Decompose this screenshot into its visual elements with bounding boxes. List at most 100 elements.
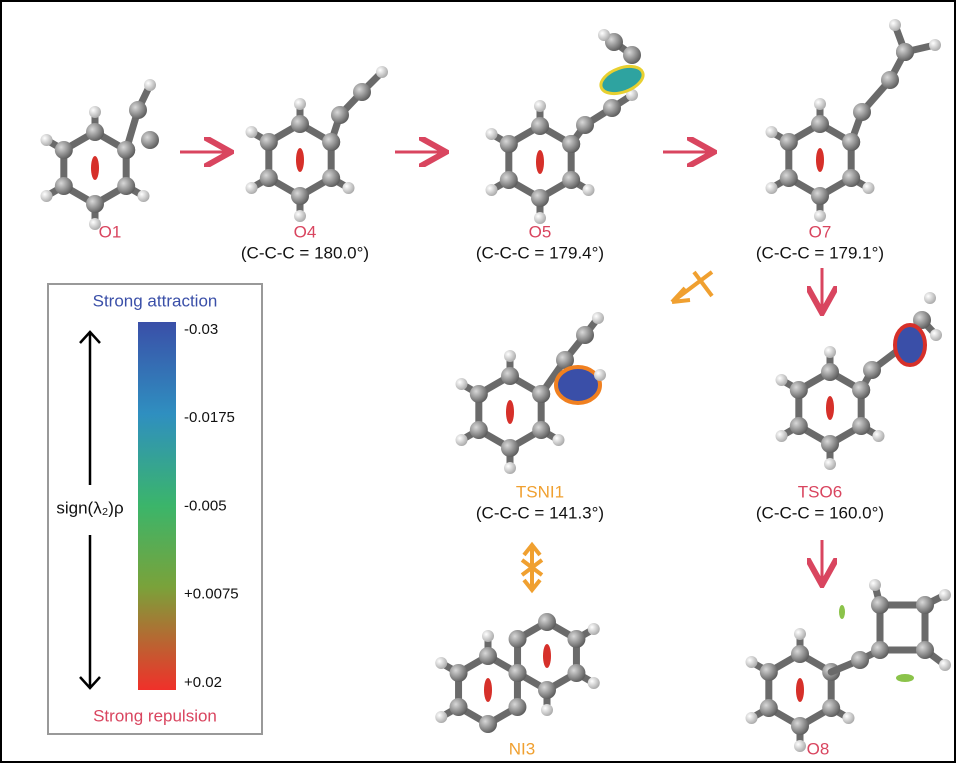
carbon-atom bbox=[479, 715, 497, 733]
hydrogen-atom bbox=[137, 190, 150, 202]
carbon-atom bbox=[821, 435, 839, 453]
nci-surface bbox=[893, 323, 927, 367]
carbon-atom bbox=[117, 177, 136, 195]
carbon-atom bbox=[916, 641, 934, 659]
hydrogen-atom bbox=[342, 182, 355, 194]
nci-surface bbox=[796, 678, 804, 702]
carbon-atom bbox=[852, 381, 871, 399]
structure-label: O5 bbox=[529, 222, 552, 241]
molecules bbox=[40, 19, 951, 752]
hydrogen-atom bbox=[376, 66, 388, 78]
hydrogen-atom bbox=[587, 677, 600, 689]
carbon-atom bbox=[117, 141, 136, 159]
hydrogen-atom bbox=[939, 589, 951, 601]
carbon-atom bbox=[259, 169, 278, 187]
legend: Strong attraction Strong repulsion sign(… bbox=[47, 283, 263, 735]
hydrogen-atom bbox=[455, 378, 468, 390]
hydrogen-atom bbox=[435, 657, 448, 669]
hydrogen-atom bbox=[939, 659, 951, 671]
colorbar-tick-label: -0.03 bbox=[184, 321, 218, 338]
carbon-atom bbox=[86, 195, 104, 213]
hydrogen-atom bbox=[534, 100, 546, 112]
hydrogen-atom bbox=[765, 182, 778, 194]
carbon-atom bbox=[852, 417, 871, 435]
hydrogen-atom bbox=[824, 346, 836, 358]
carbon-atom bbox=[141, 131, 159, 149]
hydrogen-atom bbox=[541, 704, 553, 716]
nci-surface bbox=[554, 365, 602, 405]
hydrogen-atom bbox=[534, 212, 546, 224]
carbon-atom bbox=[86, 123, 104, 141]
carbon-atom bbox=[779, 133, 798, 151]
structure-label: NI3 bbox=[509, 739, 535, 758]
carbon-atom bbox=[291, 115, 309, 133]
carbon-atom bbox=[851, 651, 869, 669]
carbon-atom bbox=[469, 385, 488, 403]
nci-surface bbox=[599, 64, 645, 96]
hydrogen-atom bbox=[765, 126, 778, 138]
carbon-atom bbox=[871, 596, 889, 614]
hydrogen-atom bbox=[842, 712, 855, 724]
structure-label: O4 bbox=[294, 222, 317, 241]
carbon-atom bbox=[811, 187, 829, 205]
carbon-atom bbox=[449, 664, 468, 682]
carbon-atom bbox=[54, 141, 73, 159]
carbon-atom bbox=[331, 106, 349, 124]
structure-label: TSO6 bbox=[798, 482, 842, 501]
carbon-atom bbox=[538, 613, 556, 631]
carbon-atom bbox=[508, 698, 527, 716]
carbon-atom bbox=[822, 699, 841, 717]
blocked-arrows bbox=[520, 270, 714, 594]
hydrogen-atom bbox=[89, 218, 101, 230]
hydrogen-atom bbox=[40, 134, 53, 146]
carbon-atom bbox=[499, 135, 518, 153]
carbon-atom bbox=[863, 361, 881, 379]
hydrogen-atom bbox=[582, 184, 595, 196]
angle-label: (C-C-C = 180.0°) bbox=[241, 243, 369, 262]
carbon-atom bbox=[501, 439, 519, 457]
carbon-atom bbox=[623, 46, 641, 64]
nci-surface bbox=[506, 400, 514, 424]
angle-label: (C-C-C = 179.1°) bbox=[756, 243, 884, 262]
carbon-atom bbox=[322, 169, 341, 187]
carbon-atom bbox=[291, 187, 309, 205]
carbon-atom bbox=[499, 171, 518, 189]
hydrogen-atom bbox=[598, 29, 610, 41]
carbon-atom bbox=[531, 189, 549, 207]
carbon-atom bbox=[791, 645, 809, 663]
hydrogen-atom bbox=[144, 79, 156, 91]
structure-label: O8 bbox=[807, 739, 830, 758]
angle-label: (C-C-C = 141.3°) bbox=[476, 503, 604, 522]
hydrogen-atom bbox=[587, 623, 600, 635]
hydrogen-atom bbox=[889, 19, 901, 31]
hydrogen-atom bbox=[794, 740, 806, 752]
carbon-atom bbox=[567, 630, 586, 648]
hydrogen-atom bbox=[626, 89, 638, 101]
colorbar bbox=[138, 322, 176, 690]
carbon-atom bbox=[129, 101, 147, 119]
legend-axis-label: sign(λ₂)ρ bbox=[56, 498, 123, 517]
hydrogen-atom bbox=[435, 711, 448, 723]
carbon-atom bbox=[896, 43, 914, 61]
colorbar-tick-label: -0.005 bbox=[184, 497, 227, 514]
hydrogen-atom bbox=[924, 292, 936, 304]
hydrogen-atom bbox=[929, 39, 941, 51]
carbon-atom bbox=[789, 417, 808, 435]
hydrogen-atom bbox=[482, 630, 494, 642]
colorbar-tick-label: -0.0175 bbox=[184, 409, 235, 426]
hydrogen-atom bbox=[294, 98, 306, 110]
nci-surface bbox=[896, 674, 914, 682]
carbon-atom bbox=[562, 135, 581, 153]
nci-surface bbox=[536, 150, 544, 174]
nci-surface bbox=[839, 605, 845, 619]
carbon-atom bbox=[916, 596, 934, 614]
hydrogen-atom bbox=[814, 210, 826, 222]
hydrogen-atom bbox=[872, 430, 885, 442]
angle-label: (C-C-C = 179.4°) bbox=[476, 243, 604, 262]
colorbar-tick-label: +0.02 bbox=[184, 674, 222, 691]
carbon-atom bbox=[501, 367, 519, 385]
nci-surface bbox=[816, 148, 824, 172]
nci-surface bbox=[484, 678, 492, 702]
carbon-atom bbox=[853, 103, 871, 121]
